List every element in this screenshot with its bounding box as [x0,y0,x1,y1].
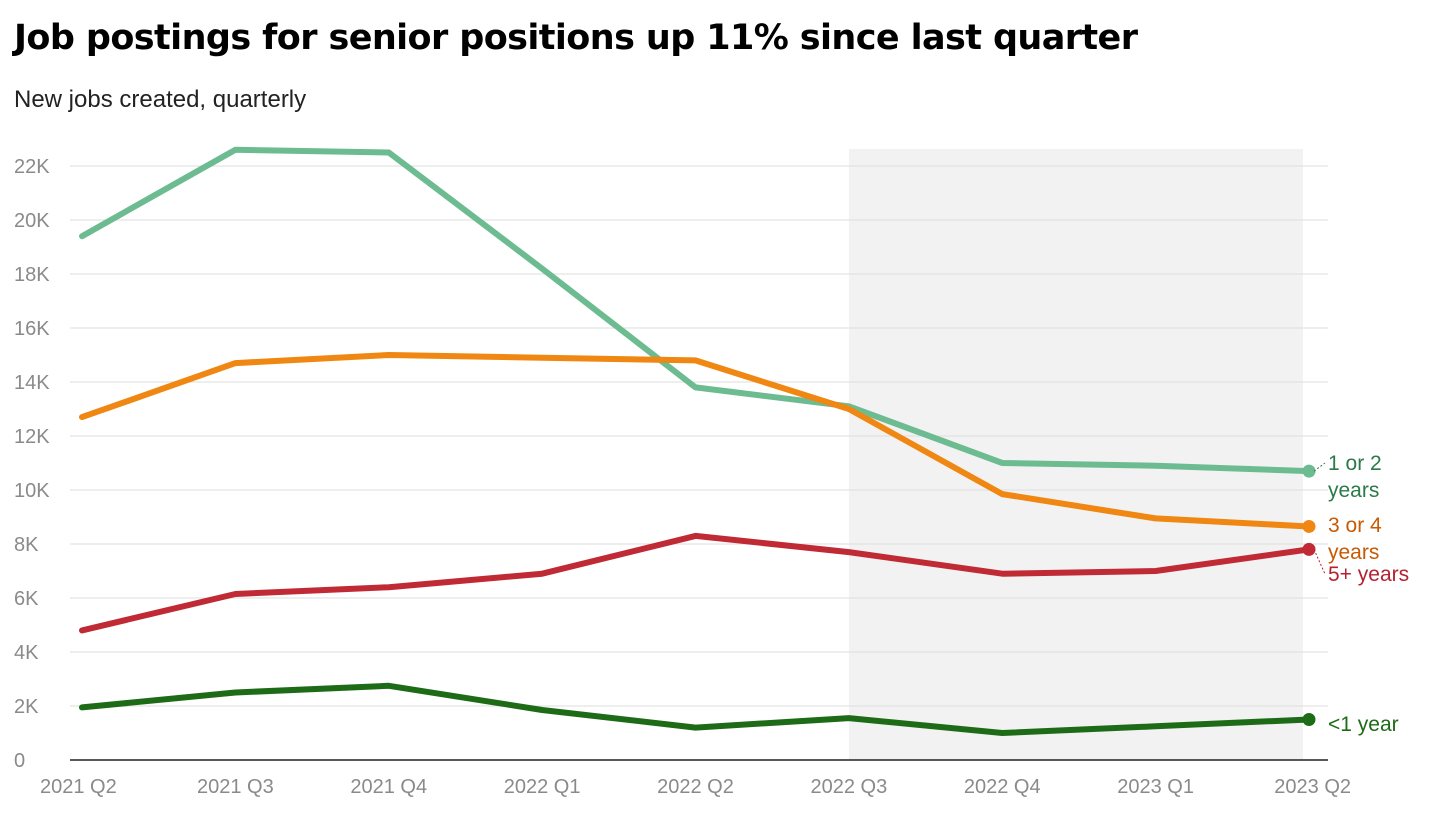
series-label: 1 or 2 years [1328,452,1382,502]
y-tick-label: 16K [14,318,50,340]
chart-title: Job postings for senior positions up 11%… [14,18,1138,58]
y-tick-label: 22K [14,156,50,178]
y-tick-label: 4K [14,642,39,664]
y-tick-label: 6K [14,588,39,610]
x-tick-label: 2021 Q2 [40,776,117,798]
series-line [79,682,1312,736]
y-tick-label: 2K [14,696,39,718]
x-tick-label: 2022 Q1 [504,776,581,798]
series-label-line: <1 year [1328,713,1399,736]
chart-subtitle: New jobs created, quarterly [14,86,307,113]
y-tick-label: 14K [14,372,50,394]
x-tick-label: 2021 Q4 [350,776,427,798]
y-tick-label: 10K [14,480,50,502]
x-tick-label: 2023 Q1 [1117,776,1194,798]
series-line [79,146,1312,475]
y-tick-label: 20K [14,210,50,232]
y-tick-label: 18K [14,264,50,286]
series-label-line: years [1328,479,1379,502]
y-tick-label: 0 [14,750,25,772]
series-line [79,532,1312,634]
series-label-line: 5+ years [1328,563,1409,586]
x-tick-label: 2023 Q2 [1274,776,1351,798]
series-label: <1 year [1328,713,1399,736]
series-end-point [1302,542,1316,556]
series-label: 3 or 4 years [1328,514,1382,564]
y-tick-label: 12K [14,426,50,448]
x-tick-label: 2022 Q3 [811,776,888,798]
series-label-line: years [1328,541,1379,564]
series-label: 5+ years [1328,563,1409,586]
highlight-band [848,149,1303,760]
y-tick-label: 8K [14,534,39,556]
series-end-point [1302,713,1316,726]
x-tick-label: 2021 Q3 [197,776,274,798]
x-tick-label: 2022 Q4 [964,776,1041,798]
series-end-point [1302,519,1316,533]
series-line [79,352,1312,530]
x-tick-label: 2022 Q2 [657,776,734,798]
series-end-point [1302,464,1316,478]
label-connector [1313,549,1326,575]
series-label-line: 1 or 2 [1328,452,1382,475]
series-label-line: 3 or 4 [1328,514,1382,537]
label-connector [1313,462,1326,472]
